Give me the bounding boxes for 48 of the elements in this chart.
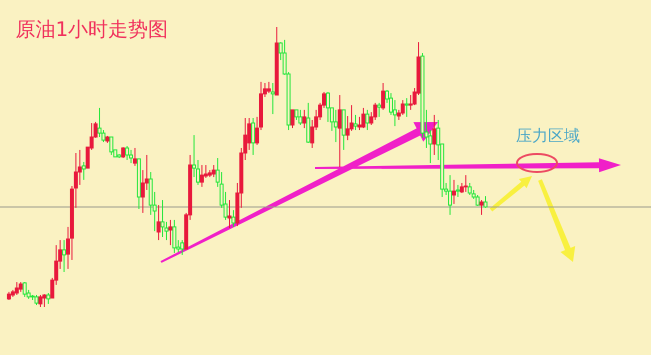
candlestick bbox=[404, 98, 409, 118]
candlestick bbox=[62, 240, 66, 272]
candlestick bbox=[34, 294, 39, 306]
candlestick bbox=[125, 146, 130, 160]
candlestick bbox=[302, 109, 306, 129]
candlestick bbox=[200, 164, 204, 188]
candlestick bbox=[227, 200, 232, 229]
candlestick bbox=[270, 82, 275, 115]
candlestick bbox=[456, 184, 460, 198]
candlestick bbox=[18, 282, 23, 292]
candlestick bbox=[468, 182, 472, 196]
candlestick bbox=[160, 200, 165, 238]
candlestick bbox=[212, 164, 216, 178]
candlestick bbox=[290, 109, 295, 129]
candlestick bbox=[480, 200, 484, 216]
candlestick bbox=[231, 210, 236, 228]
candlestick bbox=[452, 179, 456, 204]
candlestick bbox=[365, 109, 370, 131]
candlestick bbox=[334, 109, 338, 143]
candlestick bbox=[251, 118, 256, 156]
candlestick bbox=[377, 102, 382, 118]
candlestick bbox=[121, 146, 126, 159]
candlestick bbox=[483, 196, 488, 208]
candlestick bbox=[132, 147, 137, 166]
candlestick bbox=[109, 136, 114, 156]
candlestick bbox=[46, 292, 50, 304]
text: 压力区域 bbox=[516, 126, 580, 147]
candlestick bbox=[42, 294, 46, 308]
candlestick bbox=[266, 81, 271, 94]
candlestick bbox=[98, 107, 102, 138]
candlestick bbox=[129, 149, 134, 164]
candlestick bbox=[180, 240, 184, 256]
candlestick bbox=[172, 219, 176, 254]
candlestick bbox=[381, 82, 386, 110]
candlestick bbox=[354, 114, 358, 131]
candlestick bbox=[361, 107, 366, 129]
candlestick bbox=[357, 116, 362, 131]
candlestick bbox=[448, 174, 452, 216]
candlestick bbox=[38, 294, 42, 308]
candlestick bbox=[22, 282, 27, 298]
candlestick bbox=[14, 282, 19, 296]
candlestick bbox=[326, 91, 330, 122]
candlestick bbox=[298, 109, 302, 126]
candlestick bbox=[82, 161, 86, 180]
candlestick bbox=[156, 204, 161, 241]
candlestick bbox=[464, 174, 468, 192]
chart-title: 原油1小时走势图 bbox=[16, 17, 168, 41]
candlestick bbox=[168, 219, 172, 246]
